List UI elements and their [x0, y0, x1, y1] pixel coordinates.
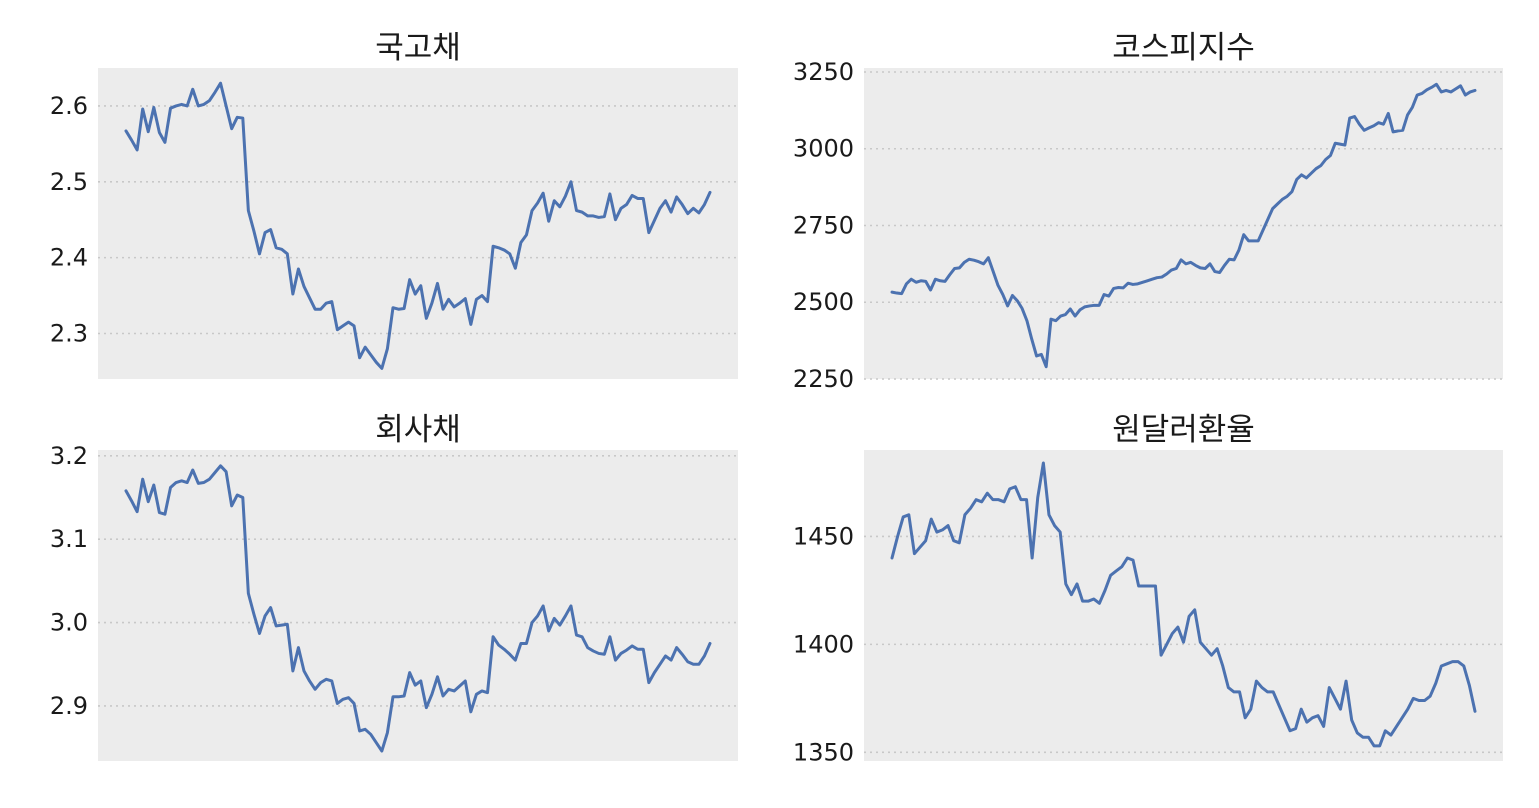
y-tick-label: 2500: [793, 288, 854, 316]
panel-title: 코스피지수: [1112, 30, 1255, 66]
y-tick-label: 3.0: [50, 609, 88, 637]
y-tick-label: 3250: [793, 58, 854, 86]
y-tick-label: 2.9: [50, 692, 88, 720]
series-line: [890, 82, 1477, 369]
panel-title: 원달러환율: [1112, 412, 1255, 448]
y-tick-label: 1350: [793, 738, 854, 766]
y-tick-label: 3.2: [50, 442, 88, 470]
plot-area: [864, 68, 1503, 379]
y-tick-label: 2.6: [50, 92, 88, 120]
panel-government-bond: 국고채 2.3 2.4 2.5 2.6: [50, 30, 738, 379]
panel-title: 회사채: [375, 412, 461, 448]
plot-area: [864, 450, 1503, 761]
y-tick-label: 3000: [793, 135, 854, 163]
panel-title: 국고채: [375, 30, 461, 66]
y-tick-label: 2.4: [50, 244, 88, 272]
panel-usd-krw-rate: 원달러환율 1350 1400 1450: [793, 412, 1503, 766]
y-tick-label: 1400: [793, 630, 854, 658]
series-line: [890, 461, 1477, 748]
y-tick-label: 3.1: [50, 525, 88, 553]
series-line: [124, 464, 712, 753]
plot-area: [98, 450, 738, 761]
y-tick-label: 2.5: [50, 168, 88, 196]
y-tick-label: 2750: [793, 211, 854, 239]
y-tick-label: 2250: [793, 365, 854, 393]
y-tick-label: 2.3: [50, 319, 88, 347]
panel-corporate-bond: 회사채 2.9 3.0 3.1 3.2: [50, 412, 738, 761]
series-line: [124, 81, 712, 370]
panel-kospi-index: 코스피지수 2250 2500 2750 3000 3250: [793, 30, 1503, 393]
plot-area: [98, 68, 738, 379]
y-tick-label: 1450: [793, 522, 854, 550]
